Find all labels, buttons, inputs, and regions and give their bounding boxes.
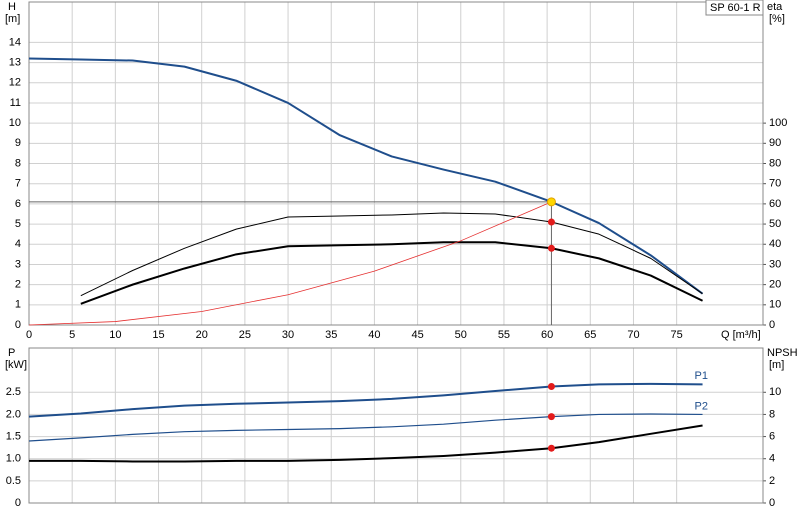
series-line xyxy=(29,424,703,463)
y-tick-label: 8 xyxy=(15,157,21,169)
series-label: P1 xyxy=(695,370,708,382)
x-tick-label: 70 xyxy=(627,329,639,341)
y-tick-label: 4 xyxy=(15,238,21,250)
y-tick-label: 3 xyxy=(15,258,21,270)
y2-tick-label: 80 xyxy=(769,157,781,169)
y2-tick-label: 2 xyxy=(769,475,775,487)
y-tick-label: 0.5 xyxy=(6,475,21,487)
series-line xyxy=(28,57,704,295)
y-tick-label: 13 xyxy=(9,56,21,68)
x-tick-label: 0 xyxy=(26,329,32,341)
y-tick-label: 12 xyxy=(9,77,21,89)
x-tick-label: 5 xyxy=(69,329,75,341)
y2-tick-label: 10 xyxy=(769,299,781,311)
plot-frame xyxy=(28,1,764,326)
y-tick-label: 10 xyxy=(9,117,21,129)
y-tick-label: 2.5 xyxy=(6,386,21,398)
x-tick-label: 45 xyxy=(411,329,423,341)
x-tick-label: 35 xyxy=(325,329,337,341)
series-line xyxy=(80,212,703,297)
chart-title: SP 60-1 R xyxy=(710,2,761,14)
x-tick-label: 75 xyxy=(671,329,683,341)
y-tick-label: 0 xyxy=(15,319,21,331)
duty-marker xyxy=(547,244,555,252)
plot-frame xyxy=(28,347,764,504)
y-tick-label: 1.5 xyxy=(6,430,21,442)
y-tick-label: 0 xyxy=(15,497,21,509)
y-axis-unit: [m] xyxy=(5,13,20,25)
y-tick-label: 7 xyxy=(15,178,21,190)
duty-marker xyxy=(547,383,555,391)
y2-tick-label: 30 xyxy=(769,258,781,270)
x-axis-label: Q [m³/h] xyxy=(721,329,761,341)
x-tick-label: 30 xyxy=(282,329,294,341)
y2-tick-label: 50 xyxy=(769,218,781,230)
y2-tick-label: 40 xyxy=(769,238,781,250)
x-tick-label: 25 xyxy=(239,329,251,341)
y-tick-label: 1.0 xyxy=(6,453,21,465)
y2-tick-label: 70 xyxy=(769,178,781,190)
y2-axis-label: NPSH xyxy=(767,347,798,359)
duty-marker xyxy=(547,413,555,421)
y-tick-label: 6 xyxy=(15,198,21,210)
series-line xyxy=(28,201,552,326)
y-axis-label: P xyxy=(8,347,15,359)
x-tick-label: 65 xyxy=(584,329,596,341)
y-tick-label: 5 xyxy=(15,218,21,230)
y-tick-label: 2.0 xyxy=(6,408,21,420)
y2-axis-label: eta xyxy=(767,1,783,13)
duty-point xyxy=(546,197,556,207)
y-axis-unit: [kW] xyxy=(5,359,27,371)
y2-tick-label: 90 xyxy=(769,137,781,149)
y-tick-label: 1 xyxy=(15,299,21,311)
y2-tick-label: 4 xyxy=(769,453,775,465)
x-tick-label: 50 xyxy=(455,329,467,341)
y2-axis-unit: [%] xyxy=(769,13,785,25)
y2-tick-label: 8 xyxy=(769,408,775,420)
y-tick-label: 2 xyxy=(15,279,21,291)
series-line xyxy=(80,241,703,305)
x-tick-label: 15 xyxy=(152,329,164,341)
x-tick-label: 20 xyxy=(196,329,208,341)
y2-tick-label: 20 xyxy=(769,279,781,291)
x-tick-label: 55 xyxy=(498,329,510,341)
x-tick-label: 60 xyxy=(541,329,553,341)
y2-tick-label: 10 xyxy=(769,386,781,398)
duty-marker xyxy=(547,218,555,226)
y-tick-label: 14 xyxy=(9,36,21,48)
duty-marker xyxy=(547,444,555,452)
y2-axis-unit: [m] xyxy=(769,359,784,371)
y-tick-label: 11 xyxy=(10,97,21,109)
y2-tick-label: 100 xyxy=(769,117,787,129)
y2-tick-label: 6 xyxy=(769,430,775,442)
series-line xyxy=(28,413,703,442)
series-line xyxy=(28,382,703,418)
y-axis-label: H xyxy=(8,1,16,13)
x-tick-label: 40 xyxy=(368,329,380,341)
y2-tick-label: 0 xyxy=(769,497,775,509)
y2-tick-label: 60 xyxy=(769,198,781,210)
series-label: P2 xyxy=(695,400,708,412)
y-tick-label: 9 xyxy=(15,137,21,149)
y2-tick-label: 0 xyxy=(769,319,775,331)
x-tick-label: 10 xyxy=(109,329,121,341)
title-box xyxy=(705,0,764,16)
